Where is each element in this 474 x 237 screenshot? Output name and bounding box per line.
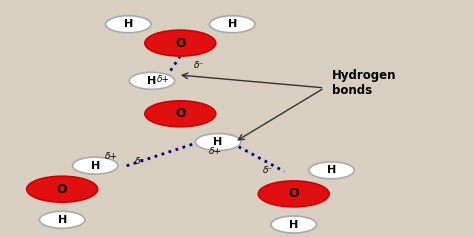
Text: H: H	[91, 161, 100, 171]
Text: O: O	[175, 107, 186, 120]
Ellipse shape	[258, 181, 329, 207]
Ellipse shape	[73, 157, 118, 174]
Ellipse shape	[210, 16, 255, 33]
Ellipse shape	[309, 162, 354, 179]
Text: Hydrogen
bonds: Hydrogen bonds	[331, 69, 396, 97]
Text: H: H	[228, 19, 237, 29]
Text: H: H	[213, 137, 223, 147]
Text: δ⁻: δ⁻	[263, 166, 273, 175]
Text: δ+: δ+	[157, 75, 170, 84]
Text: O: O	[175, 36, 186, 50]
Text: H: H	[289, 219, 298, 229]
Text: O: O	[57, 183, 67, 196]
Text: O: O	[288, 187, 299, 201]
Text: δ⁻: δ⁻	[194, 61, 204, 70]
Ellipse shape	[129, 72, 174, 89]
Text: δ⁻: δ⁻	[135, 157, 145, 166]
Ellipse shape	[271, 216, 317, 233]
Ellipse shape	[39, 211, 85, 228]
Ellipse shape	[195, 134, 241, 150]
Text: H: H	[327, 165, 336, 175]
Ellipse shape	[145, 101, 216, 127]
Text: H: H	[57, 215, 67, 225]
Ellipse shape	[27, 176, 98, 202]
Text: δ+: δ+	[209, 147, 222, 156]
Ellipse shape	[145, 30, 216, 56]
Text: H: H	[124, 19, 133, 29]
Text: δ+: δ+	[105, 152, 118, 161]
Ellipse shape	[106, 16, 151, 33]
Text: H: H	[147, 76, 156, 86]
